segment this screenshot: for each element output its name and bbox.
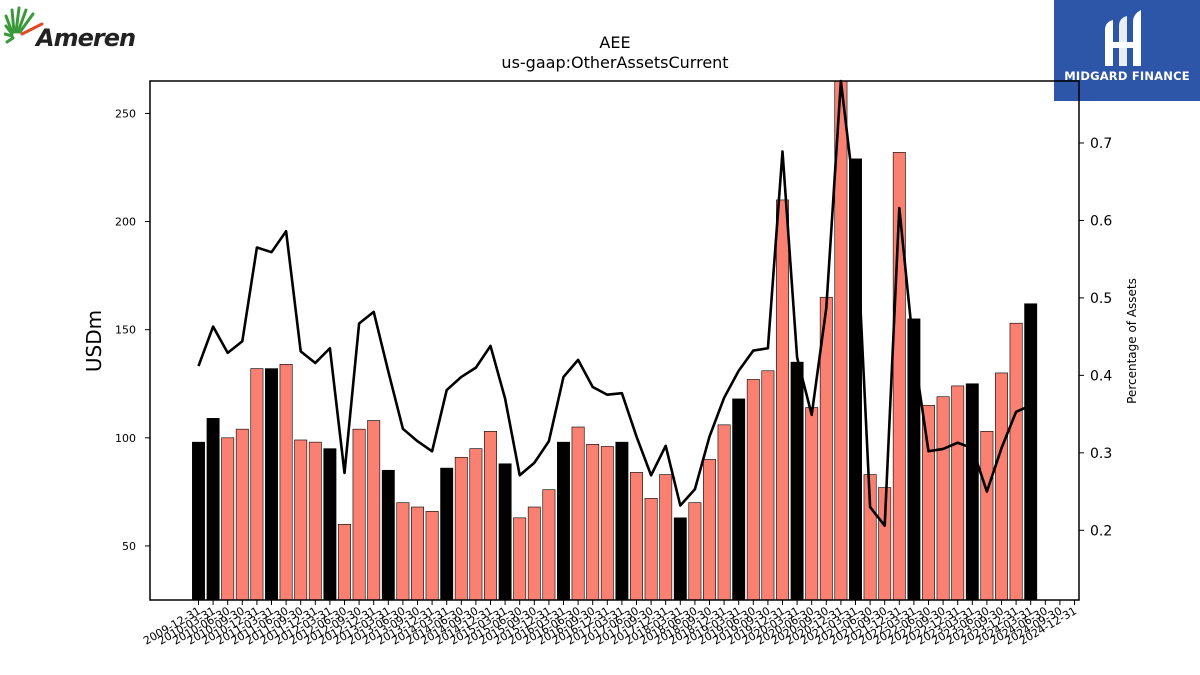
y2-axis-label: Percentage of Assets [1125, 278, 1139, 404]
bar-2022-09-30 [936, 396, 950, 601]
bar-2019-03-31 [732, 398, 746, 601]
bar-2022-12-31 [951, 385, 965, 601]
ameren-swirl-icon [4, 6, 44, 44]
bar-2019-06-30 [746, 379, 760, 601]
bar-2013-09-30 [411, 506, 424, 601]
bar-2020-03-31 [790, 361, 804, 601]
y2-tick-label-0.6: 0.6 [1090, 213, 1112, 229]
bar-2016-03-31 [557, 441, 570, 601]
chart-subtitle: us-gaap:OtherAssetsCurrent [501, 53, 728, 72]
bar-2017-12-31 [659, 474, 673, 601]
bar-2018-03-31 [673, 517, 687, 601]
bar-2012-06-30 [338, 524, 351, 601]
bar-2016-09-30 [586, 443, 600, 601]
y-tick-label-50: 50 [122, 540, 136, 553]
y-tick-label-200: 200 [115, 216, 136, 229]
bar-2024-03-31 [1024, 303, 1038, 601]
bar-2023-09-30 [995, 372, 1008, 601]
bar-2011-06-30 [279, 363, 293, 601]
plot-frame [149, 80, 1080, 601]
bar-2015-06-30 [513, 517, 527, 601]
y-tick-label-100: 100 [115, 432, 136, 445]
bar-2020-06-30 [805, 407, 819, 601]
bar-2015-03-31 [498, 463, 512, 601]
bar-2011-12-31 [308, 441, 322, 601]
percentage-line [197, 79, 1032, 527]
bar-2010-06-30 [221, 437, 235, 601]
y2-tick-label-0.5: 0.5 [1090, 291, 1112, 307]
bar-2019-12-31 [776, 199, 789, 601]
bar-2017-09-30 [644, 498, 658, 601]
y-axis-label: USDm [82, 310, 106, 372]
bar-2023-12-31 [1009, 322, 1023, 601]
y-tick-label-250: 250 [115, 107, 136, 120]
bar-2016-12-31 [600, 446, 614, 601]
ameren-logo: Ameren [4, 4, 140, 60]
bar-2014-03-31 [440, 467, 454, 601]
bar-2014-06-30 [454, 456, 468, 601]
bar-2016-06-30 [571, 426, 585, 601]
bar-series [192, 80, 1038, 601]
y2-tick-label-0.7: 0.7 [1090, 136, 1112, 152]
chart-title: AEE [599, 33, 630, 52]
bar-2017-06-30 [630, 472, 643, 601]
bar-2012-09-30 [352, 428, 366, 601]
bar-2022-03-31 [907, 318, 921, 601]
bar-2013-12-31 [425, 511, 439, 601]
bar-2010-12-31 [250, 368, 264, 601]
bar-2023-03-31 [965, 383, 979, 601]
bar-2018-09-30 [703, 459, 716, 601]
bar-2017-03-31 [615, 441, 629, 601]
y2-tick-label-0.4: 0.4 [1090, 368, 1112, 384]
bar-2015-09-30 [527, 506, 541, 601]
y-tick-label-150: 150 [115, 324, 136, 337]
midgard-mark-icon [1105, 10, 1141, 66]
bar-2022-06-30 [922, 405, 935, 601]
bar-2011-03-31 [265, 368, 278, 601]
bar-2013-06-30 [396, 502, 410, 601]
bar-2010-03-31 [206, 418, 220, 601]
bar-2013-03-31 [381, 469, 395, 601]
bar-2012-03-31 [323, 448, 337, 601]
bar-2010-09-30 [235, 428, 249, 601]
bar-2014-12-31 [484, 431, 497, 601]
y2-tick-label-0.2: 0.2 [1090, 523, 1112, 539]
bar-2015-12-31 [542, 489, 556, 601]
midgard-wordmark: MIDGARD FINANCE [1064, 69, 1190, 83]
y2-tick-label-0.3: 0.3 [1090, 446, 1112, 462]
bar-2011-09-30 [294, 439, 308, 601]
bar-2014-09-30 [469, 448, 483, 601]
bar-2009-12-31 [192, 441, 205, 601]
bar-2023-06-30 [980, 431, 994, 601]
y-axis-left: 50 100 150 200 250 [115, 107, 150, 553]
bar-2018-12-31 [717, 424, 731, 601]
ameren-wordmark: Ameren [36, 24, 136, 52]
bar-2019-09-30 [761, 370, 775, 601]
bar-2018-06-30 [688, 502, 702, 601]
bar-2012-12-31 [367, 420, 381, 601]
x-axis: 2009-12-312010-03-312010-06-302010-09-30… [141, 600, 1079, 648]
y-axis-right: 0.2 0.3 0.4 0.5 0.6 0.7 [1079, 136, 1112, 539]
